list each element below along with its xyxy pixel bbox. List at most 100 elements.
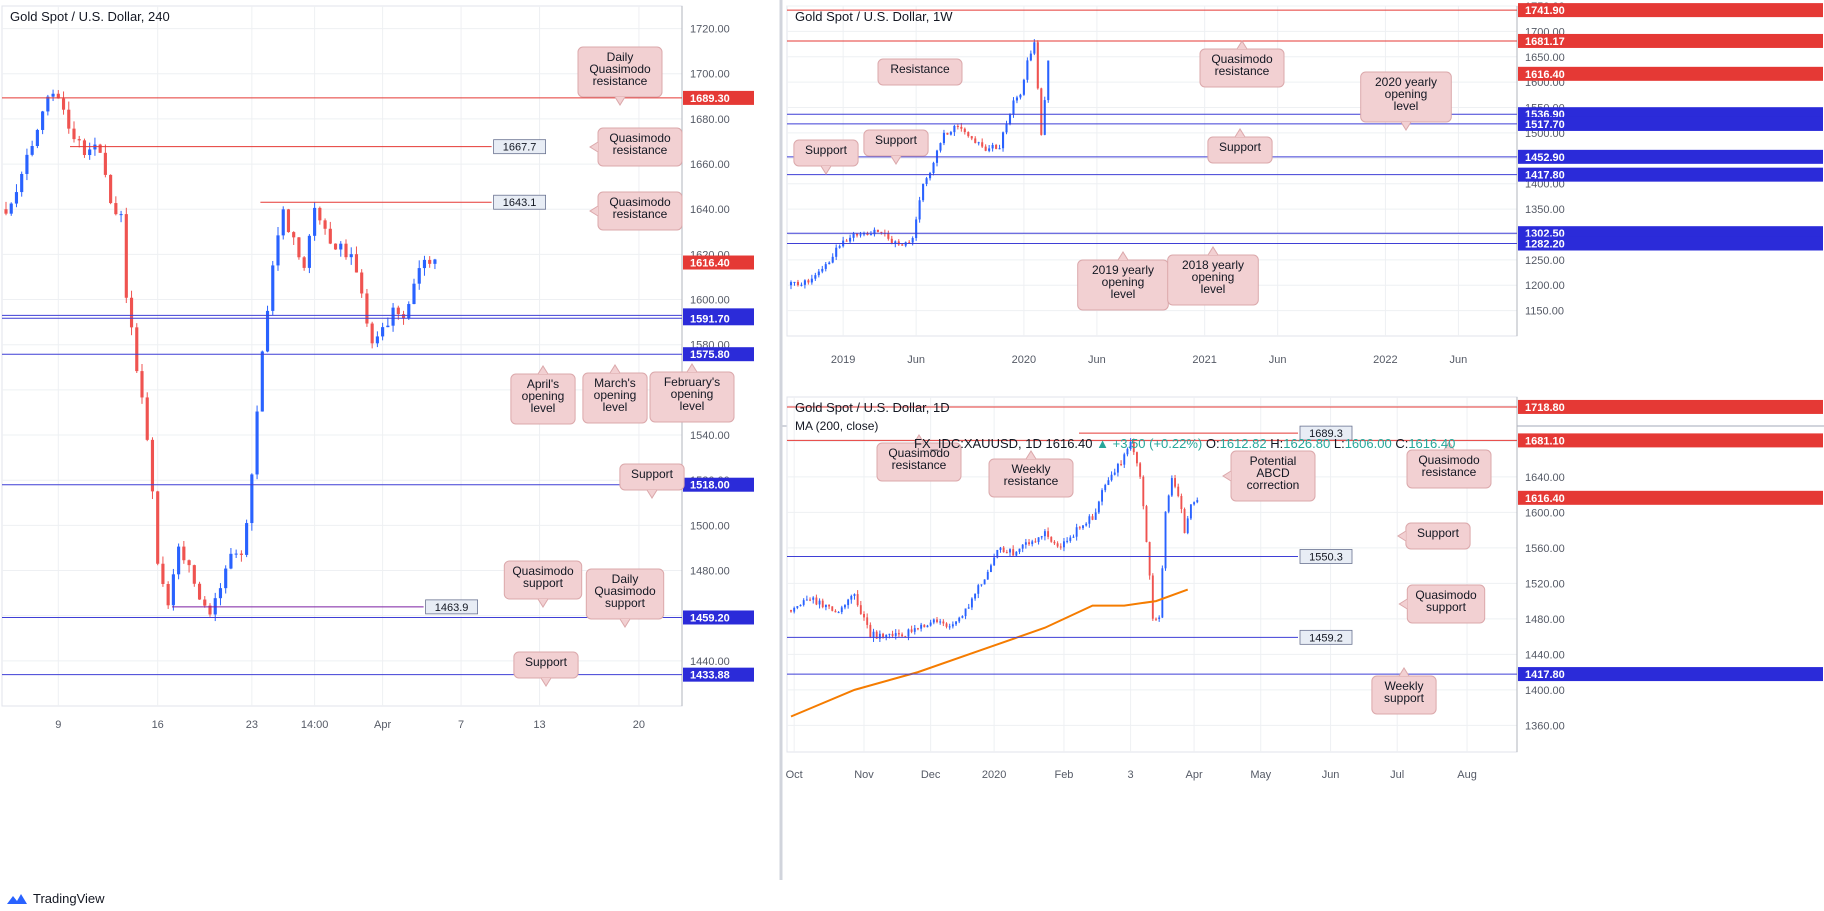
candle: [1005, 120, 1008, 135]
candle: [793, 281, 796, 286]
candle: [1151, 573, 1154, 621]
annotation-callout[interactable]: Support: [1396, 522, 1471, 550]
y-tick-label: 1720.00: [690, 24, 730, 36]
annotation-callout[interactable]: Support: [513, 651, 579, 687]
level-1616.40[interactable]: 1616.40: [1518, 66, 1823, 81]
annotation-callout[interactable]: Support: [1207, 128, 1273, 164]
level-1463.9[interactable]: 1463.9: [172, 599, 479, 615]
level-1452.90[interactable]: 1452.90: [787, 149, 1823, 164]
candle: [286, 208, 291, 233]
candle: [1174, 474, 1176, 489]
candle: [1043, 96, 1046, 136]
candle: [1193, 501, 1196, 506]
x-tick-label: 9: [55, 719, 61, 731]
level-1741.90[interactable]: 1741.90: [787, 3, 1823, 18]
level-1643.1[interactable]: 1643.1: [260, 194, 547, 210]
y-tick-label: 1250.00: [1525, 255, 1565, 267]
level-1417.80[interactable]: 1417.80: [787, 667, 1823, 682]
level-1681.17[interactable]: 1681.17: [787, 33, 1823, 48]
annotation-text: ABCD: [1256, 466, 1290, 480]
level-1616.40[interactable]: 1616.40: [683, 255, 754, 270]
level-1417.80[interactable]: 1417.80: [787, 167, 1823, 182]
brand-footer[interactable]: TradingView: [6, 891, 105, 906]
level-1550.3[interactable]: 1550.3: [787, 549, 1353, 564]
y-tick-label: 1400.00: [1525, 685, 1565, 697]
annotation-text: resistance: [593, 74, 648, 88]
price-axis-tag: [1518, 167, 1823, 182]
candle: [859, 600, 862, 615]
level-1681.10[interactable]: 1681.10: [787, 433, 1823, 448]
candle: [908, 240, 911, 244]
candle: [929, 171, 932, 181]
x-tick-label: Feb: [1054, 769, 1073, 781]
x-tick-label: 2022: [1373, 354, 1397, 366]
candle: [925, 176, 928, 187]
level-1518.00[interactable]: 1518.00: [2, 477, 754, 492]
level-1689.30[interactable]: 1689.30: [2, 90, 754, 105]
candle: [802, 598, 805, 607]
plot-area[interactable]: [1, 5, 683, 707]
y-tick-label: 1520.00: [1525, 578, 1565, 590]
candle: [1047, 60, 1050, 103]
price-axis-tag-text: 1575.80: [690, 349, 730, 361]
candle: [129, 290, 134, 336]
level-1591.70[interactable]: 1591.70: [2, 311, 754, 326]
level-1459.2[interactable]: 1459.2: [787, 629, 1353, 645]
candle: [793, 606, 796, 614]
candle: [821, 265, 824, 274]
close-label: C:: [1395, 436, 1409, 451]
candle: [799, 604, 802, 607]
candle: [344, 239, 348, 260]
level-1282.20[interactable]: 1282.20: [787, 236, 1823, 251]
annotation-callout[interactable]: Support: [793, 139, 859, 175]
candle: [1097, 500, 1100, 515]
candle: [234, 549, 238, 558]
candle: [412, 278, 416, 305]
candle: [990, 563, 992, 573]
x-tick-label: 2019: [831, 354, 855, 366]
candle: [1091, 513, 1094, 521]
annotation-text: Quasimodo: [589, 62, 651, 76]
candle: [949, 130, 952, 136]
annotation-text: Support: [805, 143, 848, 157]
level-1517.70[interactable]: 1517.70: [787, 116, 1823, 131]
candle: [41, 110, 45, 135]
level-1689.3[interactable]: 1689.3: [1079, 425, 1353, 441]
level-1718.80[interactable]: 1718.80: [787, 399, 1823, 414]
annotation-callout[interactable]: Support: [619, 463, 685, 499]
candle: [1015, 551, 1018, 557]
candle: [30, 140, 34, 157]
price-axis-tag-text: 1591.70: [690, 313, 730, 325]
level-1616.40[interactable]: 1616.40: [1518, 490, 1823, 505]
level-1667.7[interactable]: 1667.7: [70, 139, 547, 155]
candle: [828, 261, 831, 265]
candle: [72, 121, 76, 143]
annotation-callout[interactable]: Support: [863, 129, 929, 165]
candle: [1196, 497, 1199, 504]
level-1459.20[interactable]: 1459.20: [2, 610, 754, 625]
candle: [328, 221, 332, 245]
candle: [977, 141, 980, 146]
annotation-callout[interactable]: Resistance: [877, 58, 963, 86]
level-1575.80[interactable]: 1575.80: [2, 347, 754, 362]
candle: [812, 596, 815, 604]
